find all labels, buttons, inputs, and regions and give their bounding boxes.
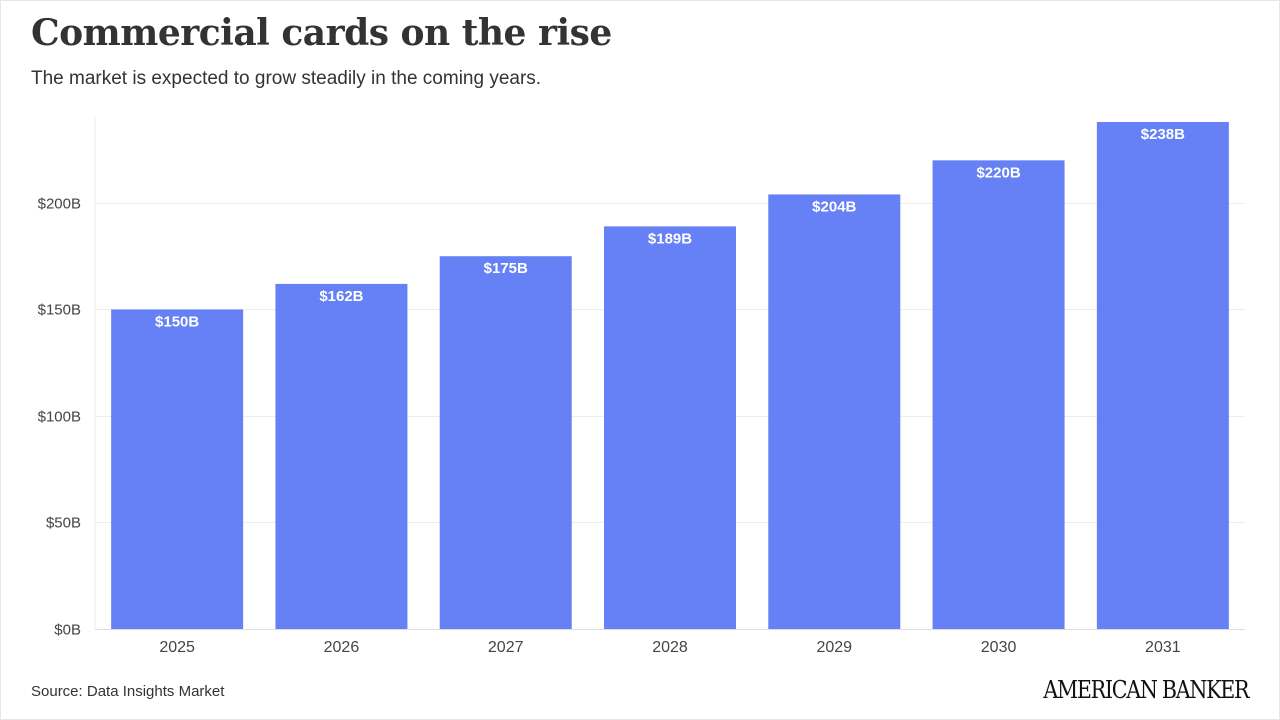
x-tick-label: 2026 bbox=[324, 639, 360, 656]
x-axis: 2025 2026 2027 2028 2029 2030 2031 bbox=[159, 639, 1180, 656]
data-label: $175B bbox=[484, 260, 528, 277]
bar bbox=[439, 256, 572, 629]
data-label: $150B bbox=[155, 313, 199, 330]
bar bbox=[604, 226, 736, 629]
x-tick-label: 2030 bbox=[981, 639, 1017, 656]
american-banker-logo: AMERICAN BANKER bbox=[1043, 676, 1249, 704]
data-label: $162B bbox=[319, 288, 363, 305]
bar bbox=[768, 194, 901, 629]
bar bbox=[111, 309, 244, 629]
data-label: $189B bbox=[648, 230, 692, 247]
x-tick-label: 2029 bbox=[816, 639, 852, 656]
y-tick-label: $200B bbox=[38, 196, 81, 213]
data-label: $220B bbox=[976, 164, 1020, 181]
data-label: $204B bbox=[812, 198, 856, 215]
data-label: $238B bbox=[1141, 126, 1185, 143]
source-note: Source: Data Insights Market bbox=[31, 683, 225, 700]
y-tick-label: $150B bbox=[38, 302, 81, 319]
bar bbox=[275, 283, 408, 629]
bars bbox=[111, 122, 1229, 629]
bar bbox=[1096, 122, 1229, 629]
chart-title: Commercial cards on the rise bbox=[31, 12, 612, 54]
chart-subtitle: The market is expected to grow steadily … bbox=[31, 68, 542, 89]
y-tick-label: $50B bbox=[46, 515, 81, 532]
x-tick-label: 2025 bbox=[159, 639, 195, 656]
bar bbox=[932, 160, 1065, 629]
y-tick-label: $100B bbox=[38, 409, 81, 426]
x-tick-label: 2027 bbox=[488, 639, 524, 656]
y-axis: $0B $50B $100B $150B $200B bbox=[38, 196, 81, 639]
y-tick-label: $0B bbox=[54, 622, 81, 639]
x-tick-label: 2031 bbox=[1145, 639, 1181, 656]
x-tick-label: 2028 bbox=[652, 639, 688, 656]
data-labels: $150B $162B $175B $189B $204B $220B $238B bbox=[155, 126, 1185, 330]
